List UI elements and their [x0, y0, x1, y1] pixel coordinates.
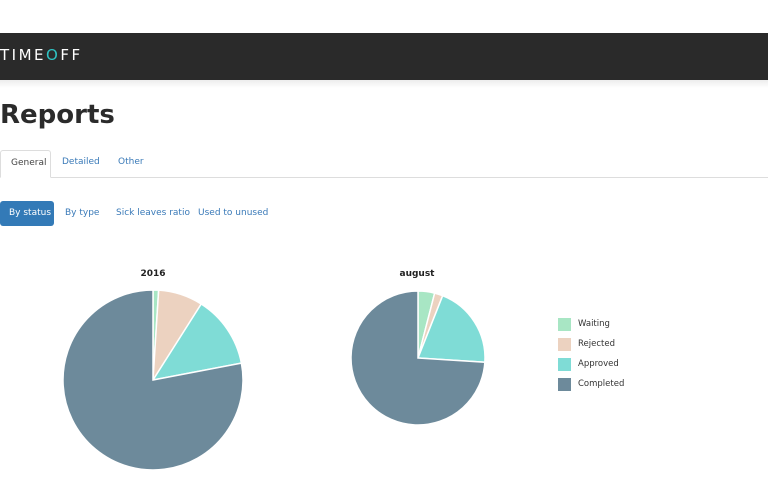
- tab-other[interactable]: Other: [118, 157, 144, 167]
- pie-chart-2016: [62, 289, 244, 471]
- report-tabs: General Detailed Other: [0, 150, 768, 178]
- logo-accent: O: [46, 46, 61, 64]
- tab-detailed[interactable]: Detailed: [62, 157, 100, 167]
- pill-by-status[interactable]: By status: [0, 201, 54, 226]
- tab-general[interactable]: General: [0, 150, 51, 178]
- legend-swatch-rejected: [558, 338, 571, 351]
- logo-suffix: FF: [60, 46, 83, 64]
- legend-label-waiting: Waiting: [578, 319, 610, 329]
- legend-label-rejected: Rejected: [578, 339, 615, 349]
- legend-swatch-approved: [558, 358, 571, 371]
- pie-slice-completed[interactable]: [62, 289, 244, 471]
- timeoff-logo[interactable]: TIMEOFF: [0, 46, 83, 64]
- chart-title-2016: 2016: [140, 269, 166, 279]
- pill-by-type[interactable]: By type: [65, 208, 100, 218]
- legend-label-approved: Approved: [578, 359, 619, 369]
- legend-swatch-waiting: [558, 318, 571, 331]
- navbar-shadow: [0, 80, 768, 88]
- chart-title-august: august: [399, 269, 435, 279]
- logo-prefix: TIME: [0, 46, 47, 64]
- top-navbar: TIMEOFF: [0, 33, 768, 80]
- legend-label-completed: Completed: [578, 379, 625, 389]
- pie-slice-approved[interactable]: [151, 302, 243, 382]
- pie-slice-completed[interactable]: [350, 290, 486, 426]
- page-title: Reports: [0, 100, 115, 130]
- pie-slice-approved[interactable]: [416, 294, 486, 364]
- pie-chart-august: [350, 290, 486, 426]
- pill-used-to-unused[interactable]: Used to unused: [198, 208, 269, 218]
- pill-sick-leaves-ratio[interactable]: Sick leaves ratio: [116, 208, 190, 218]
- legend-swatch-completed: [558, 378, 571, 391]
